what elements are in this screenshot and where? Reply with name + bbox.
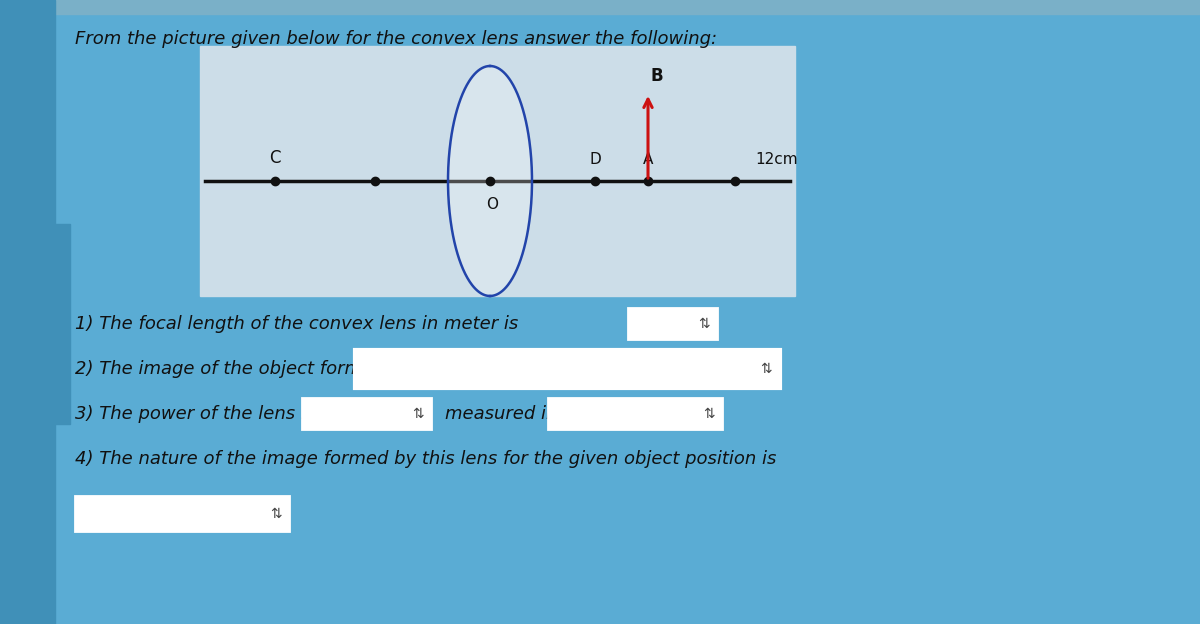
Bar (0, 0, 55, 624)
Bar (200, 46, 796, 296)
Text: A: A (643, 152, 653, 167)
Text: ⇅: ⇅ (760, 362, 772, 376)
Text: From the picture given below for the convex lens answer the following:: From the picture given below for the con… (74, 30, 718, 48)
Text: 12cm: 12cm (755, 152, 798, 167)
Text: measured in: measured in (445, 405, 557, 423)
Text: 2) The image of the object formed: 2) The image of the object formed (74, 360, 384, 378)
Text: O: O (486, 197, 498, 212)
Polygon shape (448, 66, 532, 296)
Text: C: C (269, 149, 281, 167)
Text: 4) The nature of the image formed by this lens for the given object position is: 4) The nature of the image formed by thi… (74, 450, 776, 468)
Text: ⇅: ⇅ (698, 317, 710, 331)
Bar (628, 308, 718, 340)
Text: ⇅: ⇅ (703, 407, 715, 421)
Bar (0, 0, 1200, 14)
Bar (0, 224, 70, 424)
Text: D: D (589, 152, 601, 167)
Bar (74, 496, 290, 532)
Text: ⇅: ⇅ (412, 407, 424, 421)
Text: ⇅: ⇅ (270, 507, 282, 521)
Text: 3) The power of the lens is: 3) The power of the lens is (74, 405, 316, 423)
Bar (302, 398, 432, 430)
Bar (355, 350, 780, 388)
Text: 1) The focal length of the convex lens in meter is: 1) The focal length of the convex lens i… (74, 315, 518, 333)
Bar (548, 398, 722, 430)
Text: B: B (650, 67, 664, 85)
